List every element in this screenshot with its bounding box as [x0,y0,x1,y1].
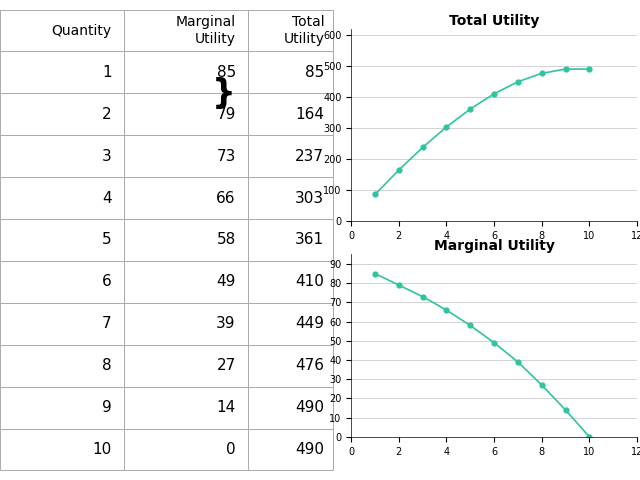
Text: }: } [211,77,235,110]
Title: Total Utility: Total Utility [449,13,540,28]
Title: Marginal Utility: Marginal Utility [434,239,554,253]
